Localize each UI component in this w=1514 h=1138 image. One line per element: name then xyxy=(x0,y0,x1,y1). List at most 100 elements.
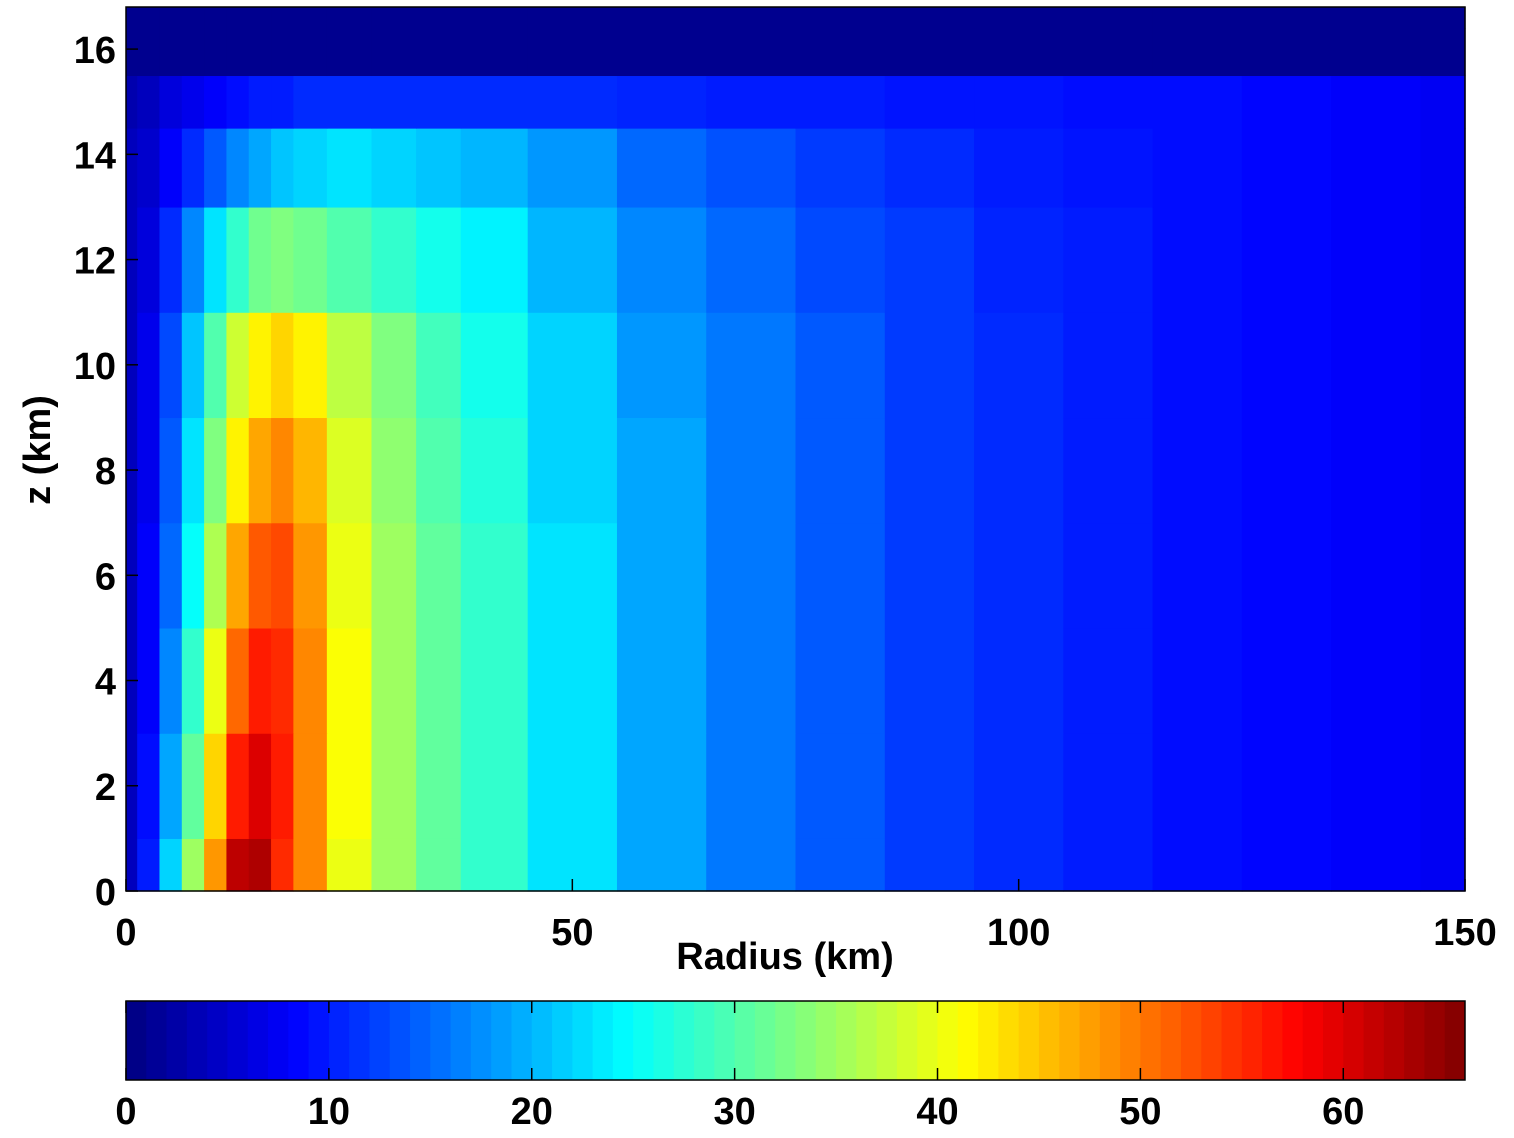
cell xyxy=(248,733,272,839)
cell xyxy=(416,75,462,129)
cell xyxy=(126,75,138,129)
cell xyxy=(159,128,183,208)
y-tick-label: 16 xyxy=(74,30,116,72)
cell xyxy=(293,7,328,29)
cell xyxy=(527,627,618,734)
colorbar-tick-label: 10 xyxy=(308,1091,350,1133)
colorbar-step xyxy=(1018,1001,1040,1080)
cell xyxy=(326,128,373,208)
cell xyxy=(616,733,707,839)
colorbar-step xyxy=(186,1001,208,1080)
cell xyxy=(293,312,328,419)
colorbar-step xyxy=(1343,1001,1365,1080)
cell xyxy=(137,312,161,419)
y-tick-label: 4 xyxy=(95,662,116,704)
x-tick-label: 0 xyxy=(115,912,136,954)
cell xyxy=(371,75,417,129)
cell xyxy=(326,7,373,29)
cell xyxy=(1063,75,1154,129)
colorbar-step xyxy=(1322,1001,1344,1080)
x-tick-label: 150 xyxy=(1433,912,1496,954)
cell xyxy=(974,522,1064,629)
cell xyxy=(1420,312,1466,419)
cell xyxy=(204,7,228,29)
cell xyxy=(159,312,183,419)
cell xyxy=(974,206,1064,313)
cell xyxy=(795,627,886,734)
cell xyxy=(181,128,205,208)
colorbar-tick-label: 40 xyxy=(916,1091,958,1133)
cell xyxy=(181,627,205,734)
cell xyxy=(884,733,975,839)
cell xyxy=(204,75,228,129)
cell xyxy=(137,128,161,208)
cell xyxy=(293,733,328,839)
cell xyxy=(974,733,1064,839)
colorbar-step xyxy=(1302,1001,1324,1080)
cell xyxy=(159,733,183,839)
cell xyxy=(706,417,797,524)
cell xyxy=(1241,312,1332,419)
cell xyxy=(1241,206,1332,313)
colorbar-tick-label: 20 xyxy=(511,1091,553,1133)
colorbar-step xyxy=(511,1001,533,1080)
cell xyxy=(371,312,417,419)
cell xyxy=(226,7,250,29)
cell xyxy=(1420,128,1466,208)
colorbar-step xyxy=(1241,1001,1263,1080)
colorbar-step xyxy=(1262,1001,1283,1080)
cell xyxy=(326,522,373,629)
cell xyxy=(271,838,294,892)
cell xyxy=(326,417,373,524)
cell xyxy=(271,627,294,734)
colorbar-step xyxy=(288,1001,310,1080)
cell xyxy=(706,206,797,313)
cell xyxy=(226,312,250,419)
cell xyxy=(137,733,161,839)
cell xyxy=(1331,128,1421,208)
cell xyxy=(1063,7,1154,29)
cell xyxy=(706,627,797,734)
colorbar-step xyxy=(268,1001,289,1080)
cell xyxy=(159,7,183,29)
cell xyxy=(1152,733,1243,839)
cell xyxy=(181,75,205,129)
cell xyxy=(884,417,975,524)
cell xyxy=(1331,627,1421,734)
field xyxy=(126,7,1466,892)
cell xyxy=(527,417,618,524)
cell xyxy=(1152,75,1243,129)
cell xyxy=(137,7,161,29)
cell xyxy=(706,312,797,419)
cell xyxy=(527,312,618,419)
colorbar-step xyxy=(633,1001,654,1080)
colorbar-step xyxy=(126,1001,147,1080)
cell xyxy=(371,417,417,524)
cell xyxy=(248,417,272,524)
colorbar: 0 10 20 30 40 50 60 xyxy=(115,1000,1466,1133)
cell xyxy=(204,128,228,208)
y-tick-label: 14 xyxy=(74,135,116,177)
cell xyxy=(226,75,250,129)
cell xyxy=(1420,522,1466,629)
cell xyxy=(460,128,529,208)
cell xyxy=(181,838,205,892)
cell xyxy=(1063,838,1154,892)
cell xyxy=(1241,733,1332,839)
y-tick-label: 2 xyxy=(95,767,116,809)
cell xyxy=(248,75,272,129)
colorbar-step xyxy=(1444,1001,1466,1080)
colorbar-step xyxy=(227,1001,249,1080)
cell xyxy=(126,7,138,29)
cell xyxy=(416,7,462,29)
cell xyxy=(1152,206,1243,313)
colorbar-step xyxy=(775,1001,796,1080)
colorbar-step xyxy=(572,1001,594,1080)
colorbar-step xyxy=(1079,1001,1101,1080)
cell xyxy=(248,7,272,29)
cell xyxy=(974,417,1064,524)
cell xyxy=(293,206,328,313)
cell xyxy=(1331,522,1421,629)
cell xyxy=(884,75,975,129)
cell xyxy=(1152,417,1243,524)
